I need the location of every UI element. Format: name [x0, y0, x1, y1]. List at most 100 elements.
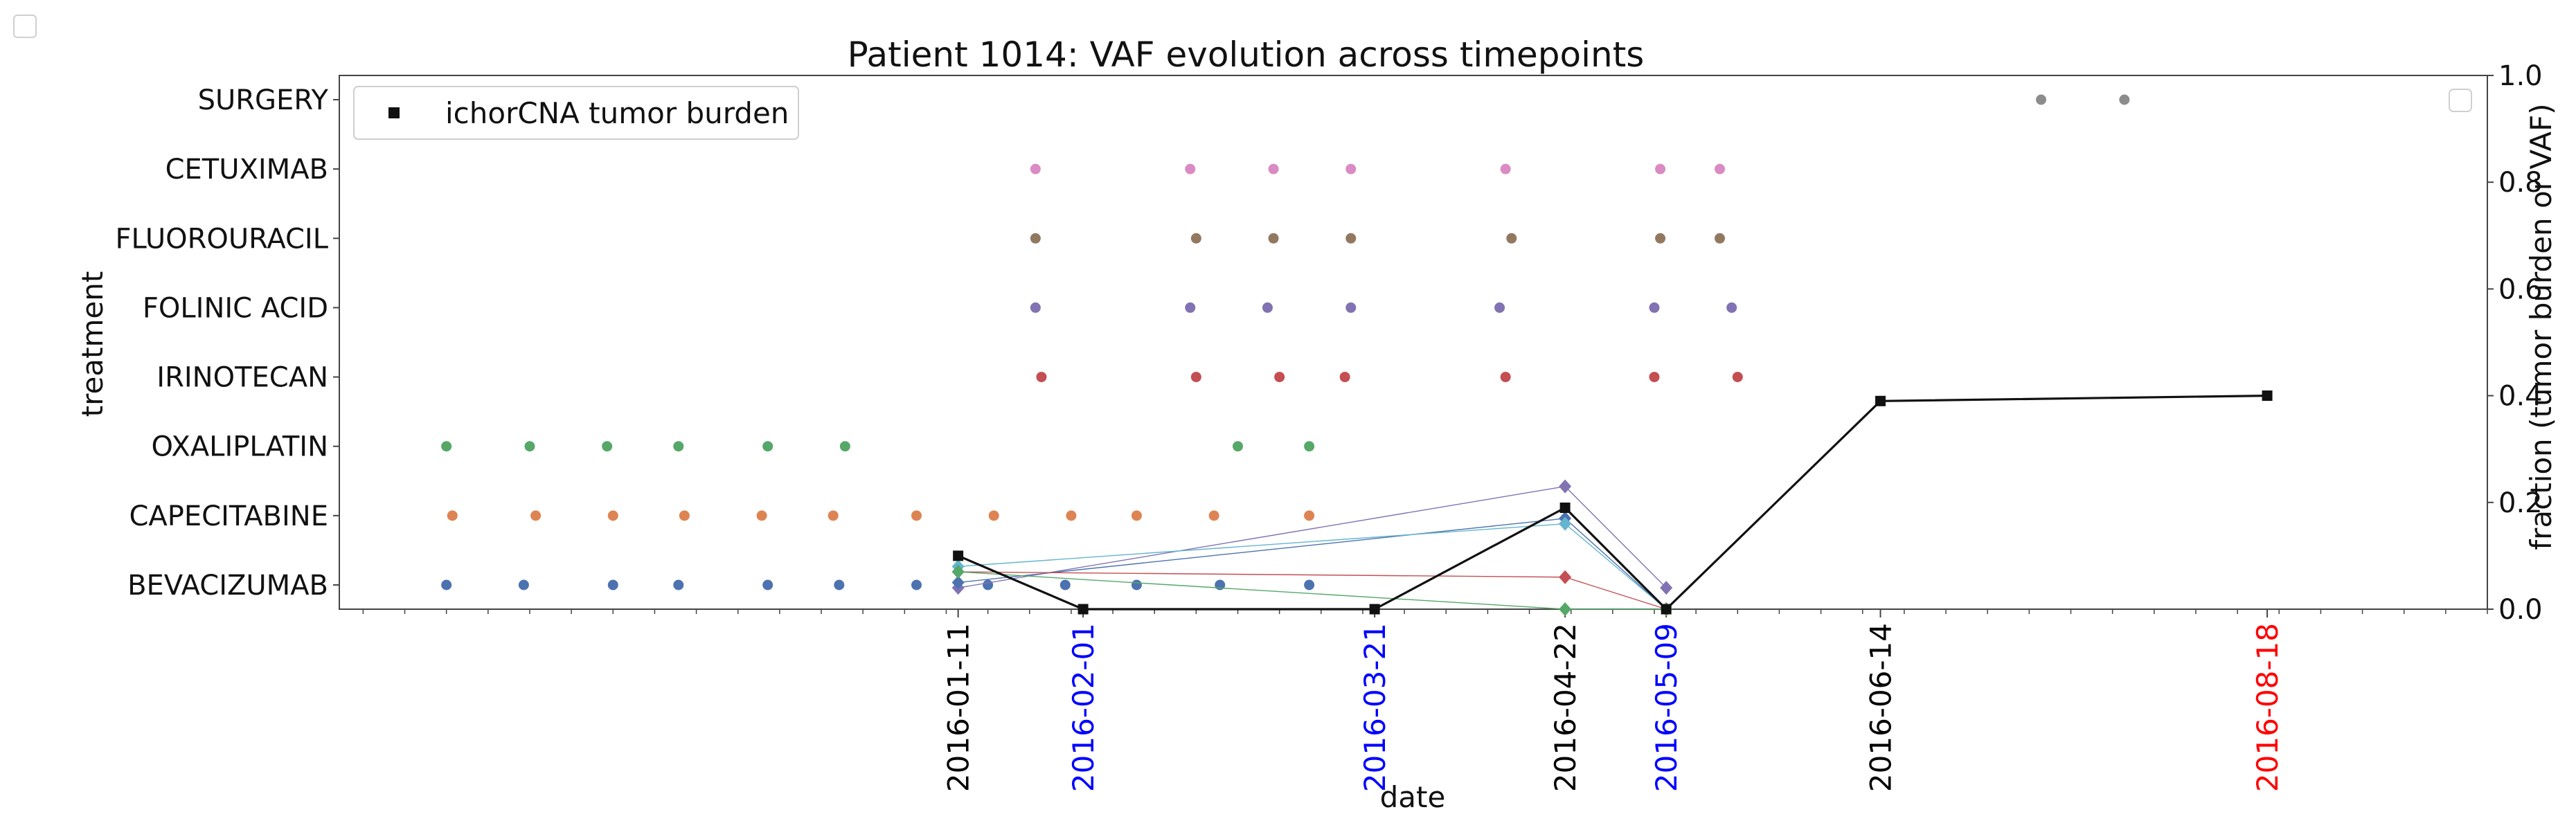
left-tick-label-fluorouracil: FLUOROURACIL — [116, 223, 329, 255]
ichorcna-tumor-burden-marker-3 — [1559, 503, 1571, 514]
left-tick-label-irinotecan: IRINOTECAN — [156, 362, 328, 394]
treatment-dot-bevacizumab-4 — [762, 579, 773, 590]
treatment-dot-capecitabine-7 — [988, 510, 999, 521]
right-tick-label-0-8: 0.8 — [2498, 167, 2543, 199]
empty-legend-box — [2449, 89, 2472, 112]
treatment-dot-cetuximab-3 — [1345, 163, 1357, 174]
ichorcna-tumor-burden-marker-2 — [1369, 604, 1380, 615]
treatment-dot-capecitabine-4 — [756, 510, 767, 521]
treatment-dot-bevacizumab-8 — [1059, 579, 1071, 590]
treatment-dot-cetuximab-6 — [1715, 163, 1726, 174]
treatment-dot-fluorouracil-6 — [1715, 233, 1726, 244]
treatment-dot-bevacizumab-0 — [441, 579, 452, 590]
vaf-series-1-marker-2 — [1660, 581, 1673, 595]
treatment-dot-fluorouracil-0 — [1030, 233, 1041, 244]
figure-corner-checkbox[interactable] — [13, 15, 37, 38]
treatment-dot-folinic-acid-3 — [1345, 302, 1357, 313]
treatment-dot-capecitabine-5 — [828, 510, 839, 521]
right-tick-label-0-6: 0.6 — [2498, 273, 2543, 305]
left-tick-label-capecitabine: CAPECITABINE — [129, 500, 328, 532]
plot-area: SURGERY CETUXIMAB FLUOROURACIL FOLINIC ACID… — [116, 60, 2543, 792]
right-tick-label-1-0: 1.0 — [2498, 60, 2543, 92]
treatment-dot-capecitabine-3 — [679, 510, 690, 521]
treatment-dot-bevacizumab-2 — [607, 579, 618, 590]
left-tick-label-folinic-acid: FOLINIC ACID — [143, 292, 328, 324]
vaf-series-5-marker-0 — [951, 565, 965, 579]
treatment-dot-cetuximab-2 — [1268, 163, 1279, 174]
x-axis-label: date — [1380, 780, 1446, 814]
ichorcna-tumor-burden-marker-6 — [2262, 390, 2273, 402]
vaf-series-4-marker-1 — [1559, 570, 1572, 584]
treatment-dot-folinic-acid-5 — [1649, 302, 1660, 313]
treatment-dot-cetuximab-1 — [1185, 163, 1196, 174]
treatment-dot-bevacizumab-5 — [834, 579, 845, 590]
x-tick-label-2016-02-01: 2016-02-01 — [1066, 623, 1100, 792]
x-tick-label-2016-06-14: 2016-06-14 — [1864, 623, 1898, 792]
plot-frame — [339, 75, 2488, 610]
ichorcna-tumor-burden-marker-4 — [1661, 604, 1672, 615]
treatment-dot-capecitabine-6 — [911, 510, 922, 521]
ichorcna-tumor-burden-marker-1 — [1077, 604, 1089, 615]
treatment-dot-fluorouracil-4 — [1506, 233, 1517, 244]
left-tick-label-surgery: SURGERY — [198, 84, 329, 116]
legend-label-ichorcna-tumor-burden: ichorCNA tumor burden — [445, 96, 789, 130]
legend-marker-ichorcna-tumor-burden — [388, 107, 400, 118]
treatment-dot-fluorouracil-1 — [1190, 233, 1201, 244]
treatment-dot-cetuximab-0 — [1030, 163, 1041, 174]
treatment-dot-irinotecan-0 — [1036, 372, 1047, 383]
treatment-dot-irinotecan-5 — [1649, 372, 1660, 383]
left-tick-label-oxaliplatin: OXALIPLATIN — [151, 431, 328, 463]
vaf-series-5-marker-1 — [1559, 602, 1572, 616]
treatment-dot-cetuximab-5 — [1655, 163, 1666, 174]
treatment-dot-bevacizumab-3 — [673, 579, 684, 590]
treatment-dot-folinic-acid-0 — [1030, 302, 1041, 313]
right-tick-label-0-4: 0.4 — [2498, 381, 2543, 413]
treatment-dot-folinic-acid-1 — [1185, 302, 1196, 313]
legend-box — [353, 86, 799, 140]
treatment-dot-capecitabine-11 — [1304, 510, 1315, 521]
treatment-dot-oxaliplatin-0 — [441, 441, 452, 452]
treatment-dot-bevacizumab-1 — [518, 579, 529, 590]
treatment-dot-oxaliplatin-5 — [839, 441, 850, 452]
vaf-series-3-marker-1 — [1559, 516, 1572, 531]
treatment-dot-folinic-acid-4 — [1494, 302, 1505, 313]
vaf-series-1-marker-1 — [1559, 479, 1572, 494]
treatment-dot-oxaliplatin-7 — [1304, 441, 1315, 452]
treatment-dot-surgery-0 — [2036, 94, 2047, 105]
ichorcna-tumor-burden-line — [958, 395, 2268, 611]
treatment-dot-bevacizumab-9 — [1131, 579, 1142, 590]
treatment-dot-fluorouracil-5 — [1655, 233, 1666, 244]
x-tick-label-2016-03-21: 2016-03-21 — [1358, 623, 1392, 792]
treatment-dot-capecitabine-8 — [1066, 510, 1077, 521]
treatment-dot-irinotecan-6 — [1732, 372, 1743, 383]
x-tick-label-2016-04-22: 2016-04-22 — [1548, 623, 1582, 792]
ichorcna-tumor-burden-marker-5 — [1875, 395, 1886, 406]
treatment-dot-capecitabine-1 — [530, 510, 542, 521]
treatment-dot-bevacizumab-7 — [983, 579, 994, 590]
left-axis-label: treatment — [75, 271, 109, 417]
treatment-dot-capecitabine-2 — [607, 510, 618, 521]
ichorcna-tumor-burden-marker-0 — [953, 550, 964, 561]
treatment-dot-capecitabine-0 — [447, 510, 458, 521]
treatment-dot-irinotecan-4 — [1500, 372, 1511, 383]
left-tick-label-cetuximab: CETUXIMAB — [166, 154, 328, 186]
treatment-dot-cetuximab-4 — [1500, 163, 1511, 174]
treatment-dot-irinotecan-1 — [1190, 372, 1201, 383]
right-tick-label-0-2: 0.2 — [2498, 487, 2543, 519]
treatment-dot-surgery-1 — [2119, 94, 2130, 105]
treatment-dot-bevacizumab-11 — [1304, 579, 1315, 590]
legend: ichorCNA tumor burden — [353, 86, 799, 140]
x-tick-label-2016-05-09: 2016-05-09 — [1649, 623, 1683, 792]
treatment-dot-irinotecan-2 — [1274, 372, 1285, 383]
treatment-dot-oxaliplatin-6 — [1233, 441, 1244, 452]
treatment-dot-fluorouracil-2 — [1268, 233, 1279, 244]
treatment-dot-capecitabine-9 — [1131, 510, 1142, 521]
chart-title: Patient 1014: VAF evolution across timep… — [848, 35, 1645, 75]
treatment-dot-oxaliplatin-3 — [673, 441, 684, 452]
left-tick-label-bevacizumab: BEVACIZUMAB — [127, 570, 328, 602]
treatment-dot-irinotecan-3 — [1339, 372, 1350, 383]
treatment-dot-capecitabine-10 — [1208, 510, 1219, 521]
x-tick-label-2016-08-18: 2016-08-18 — [2251, 623, 2284, 792]
vaf-series-2-marker-0 — [951, 575, 965, 590]
